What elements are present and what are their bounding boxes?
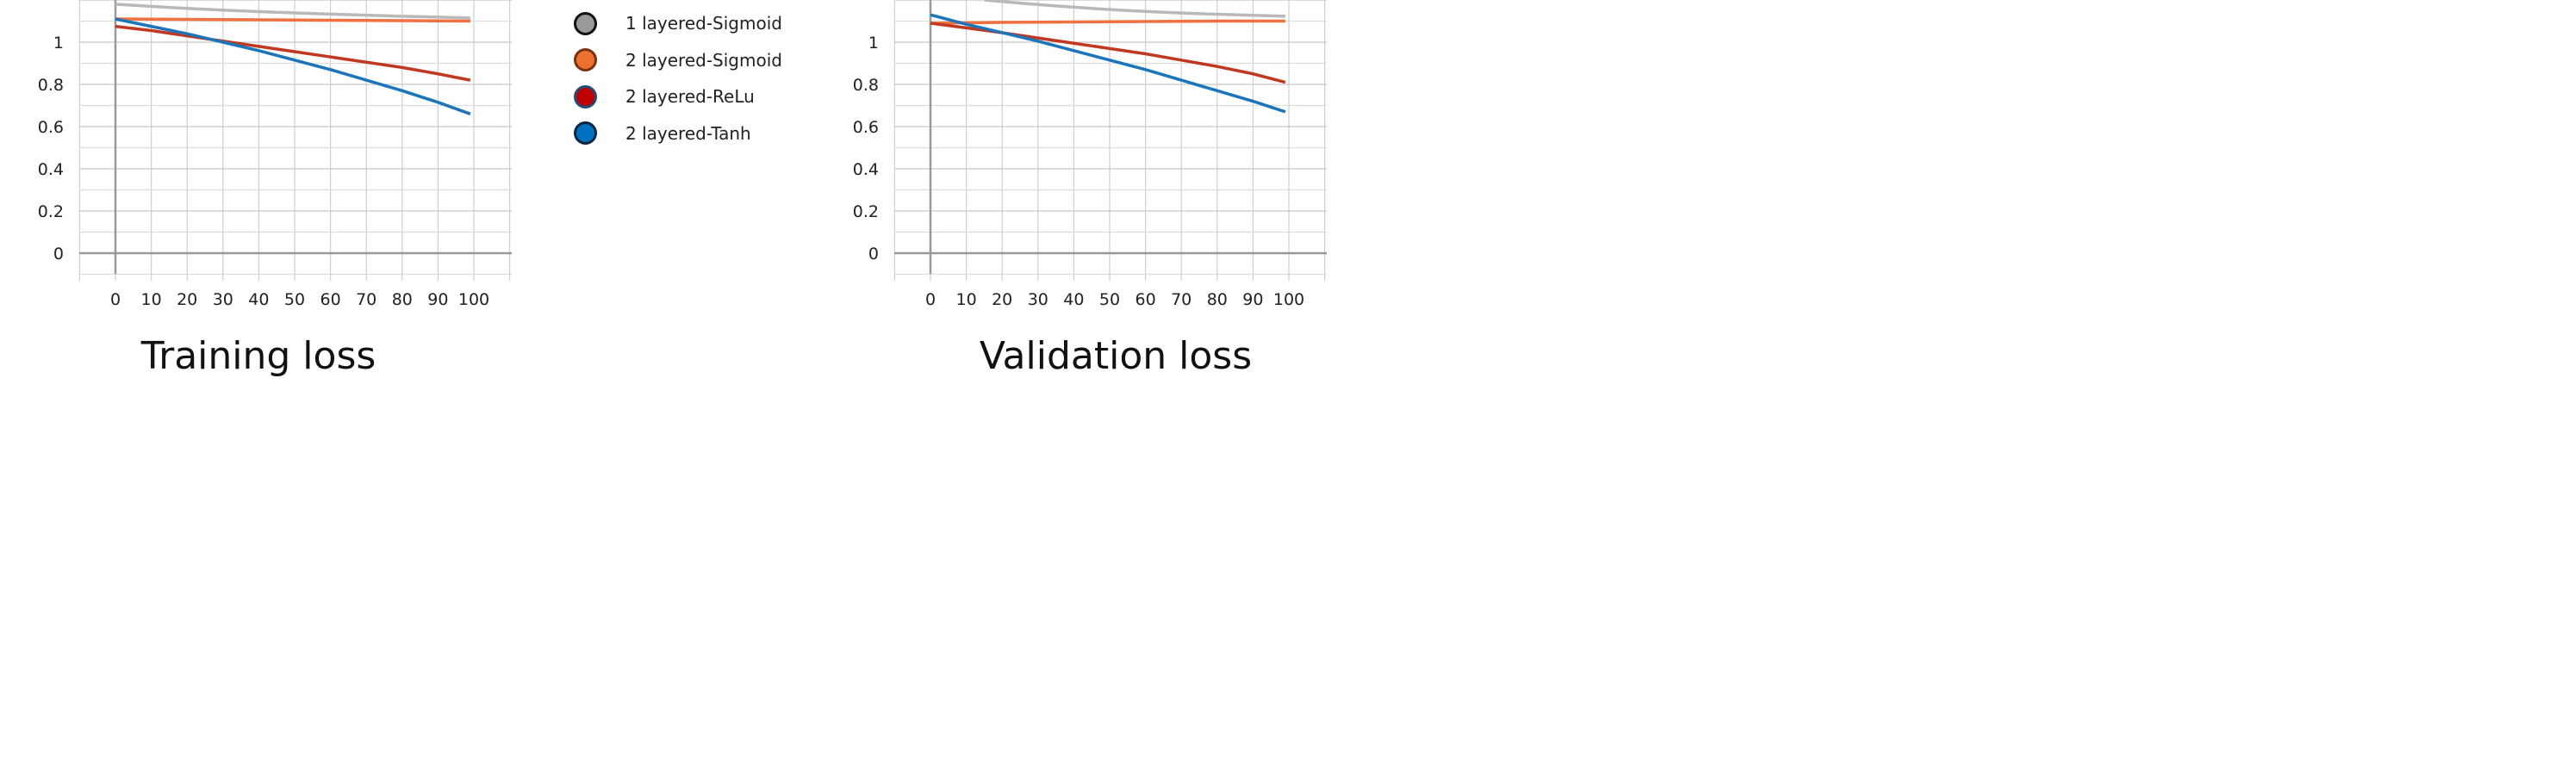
legend-swatch-2-layered-tanh (574, 121, 597, 146)
x-tick-label: 60 (1136, 290, 1156, 309)
legend-item-1-layered-sigmoid: 1 layered-Sigmoid (574, 5, 782, 42)
grid-lines (893, 0, 1327, 281)
x-tick-label: 70 (1171, 290, 1192, 309)
y-tick-label: 0.6 (38, 118, 64, 137)
legend-item-2-layered-sigmoid: 2 layered-Sigmoid (574, 42, 782, 79)
series-line-2-layered-relu (930, 22, 1286, 84)
x-tick-label: 10 (141, 290, 162, 309)
y-tick-label: 1 (868, 34, 879, 53)
x-tick-label: 70 (356, 290, 376, 309)
x-tick-label: 0 (925, 290, 936, 309)
x-tick-label: 20 (992, 290, 1012, 309)
series-line-2-layered-relu (115, 24, 471, 82)
x-tick-label: 80 (1207, 290, 1228, 309)
x-tick-label: 60 (320, 290, 341, 309)
y-tick-label: 0 (868, 245, 879, 264)
series-line-1-layered-sigmoid (984, 0, 1285, 18)
series-line-2-layered-tanh (115, 17, 471, 115)
legend-swatch-2-layered-relu (574, 84, 597, 109)
y-tick-label: 0.2 (38, 202, 64, 221)
y-tick-label: 0.6 (853, 118, 879, 137)
validation-loss-plot: 00.20.40.60.810 10 20 30 40 50 60 70 80 90 100 (853, 0, 1327, 309)
legend-label: 2 layered-Tanh (625, 122, 751, 144)
series-line-1-layered-sigmoid (115, 3, 470, 20)
series-lines (930, 0, 1286, 114)
legend-label: 2 layered-ReLu (625, 86, 755, 108)
y-tick-label: 0.2 (853, 202, 879, 221)
series-line-2-layered-sigmoid (115, 17, 470, 23)
legend-label: 2 layered-Sigmoid (625, 49, 782, 71)
x-tick-label: 30 (213, 290, 233, 309)
legend-item-2-layered-relu: 2 layered-ReLu (574, 78, 782, 115)
x-tick-label: 90 (427, 290, 448, 309)
x-tick-label: 100 (458, 290, 489, 309)
x-tick-label: 50 (1099, 290, 1120, 309)
x-tick-label: 10 (956, 290, 977, 309)
grid-lines (78, 0, 512, 281)
x-tick-label: 20 (177, 290, 197, 309)
y-tick-label: 0.8 (853, 76, 879, 95)
legend-item-2-layered-tanh: 2 layered-Tanh (574, 115, 782, 152)
y-tick-label: 0.8 (38, 76, 64, 95)
x-tick-label: 40 (248, 290, 269, 309)
x-tick-label: 50 (284, 290, 305, 309)
series-lines (115, 3, 471, 115)
training-loss-title: Training loss (140, 334, 376, 378)
x-tick-label: 100 (1273, 290, 1304, 309)
y-tick-label: 0 (53, 245, 64, 264)
legend: 1 layered-Sigmoid 2 layered-Sigmoid 2 la… (574, 5, 782, 152)
y-tick-label: 1 (53, 34, 64, 53)
legend-swatch-1-layered-sigmoid (574, 11, 597, 35)
x-tick-label: 30 (1028, 290, 1048, 309)
validation-loss-title: Validation loss (979, 334, 1253, 378)
x-tick-label: 40 (1063, 290, 1084, 309)
training-loss-plot: 00.20.40.60.810 10 20 30 40 50 60 70 80 90 100 (38, 0, 512, 309)
x-tick-label: 80 (392, 290, 413, 309)
x-tick-label: 90 (1242, 290, 1263, 309)
y-tick-label: 0.4 (38, 160, 64, 179)
x-tick-label: 0 (110, 290, 121, 309)
legend-swatch-2-layered-sigmoid (574, 48, 597, 72)
y-tick-label: 0.4 (853, 160, 879, 179)
series-line-2-layered-tanh (930, 13, 1286, 114)
legend-label: 1 layered-Sigmoid (625, 13, 782, 34)
series-line-2-layered-sigmoid (930, 19, 1285, 25)
